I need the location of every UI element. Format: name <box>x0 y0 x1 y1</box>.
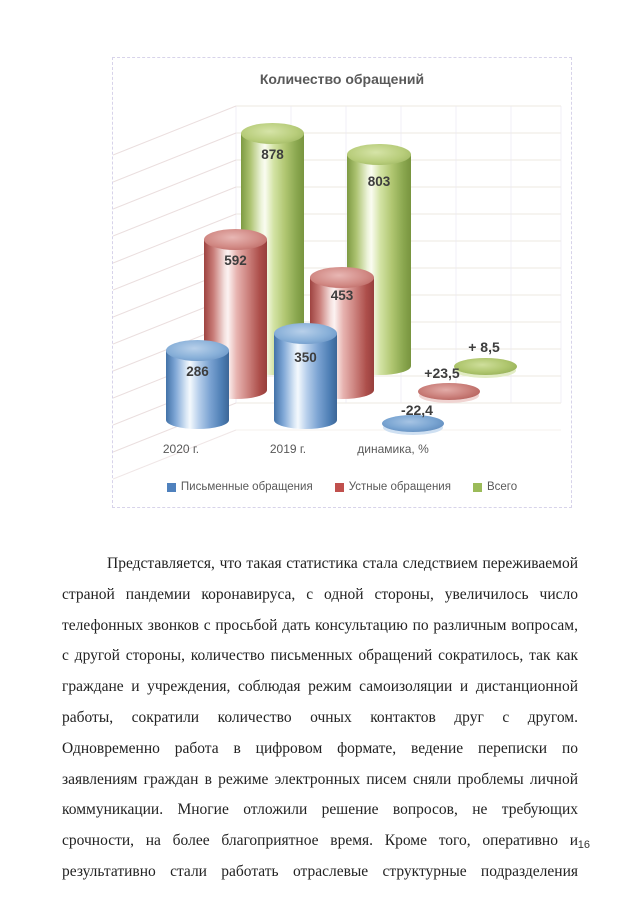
disc-written-dyn <box>382 415 444 432</box>
cylinder-top <box>241 123 304 144</box>
disc-oral-dyn <box>418 383 480 400</box>
bar-value-label: 803 <box>367 174 391 189</box>
bar-written-2020: 286 <box>166 340 229 429</box>
paragraph-line: срочности, на более благоприятное время.… <box>62 832 578 850</box>
paragraph-line: заявлениям граждан в режиме электронных … <box>62 770 578 788</box>
cylinder-body <box>166 350 229 429</box>
chart-legend: Письменные обращения Устные обращения Вс… <box>113 481 571 493</box>
cylinder-top <box>274 323 337 344</box>
paragraph-line: телефонных звонков с просьбой дать консу… <box>62 616 578 634</box>
cylinder-top <box>166 340 229 361</box>
paragraph-line: результативно стали работать отраслевые … <box>62 862 578 880</box>
paragraph-line: граждане и учреждения, соблюдая режим са… <box>62 678 578 696</box>
body-paragraph: Представляется, что такая статистика ста… <box>62 549 578 888</box>
legend-swatch-written-icon <box>166 482 176 492</box>
bar-value-label: 350 <box>294 350 317 365</box>
bar-value-label: 286 <box>186 364 209 379</box>
paragraph-line: страной пандемии коронавируса, с одной с… <box>62 585 578 603</box>
legend-label: Письменные обращения <box>180 481 313 493</box>
paragraph-line: с другой стороны, количество письменных … <box>62 647 578 665</box>
cylinder-body <box>274 333 337 429</box>
category-label-2020: 2020 г. <box>162 442 200 456</box>
disc-value-label: -22,4 <box>401 402 433 418</box>
legend-item-total: Всего <box>472 481 518 493</box>
legend-swatch-total-icon <box>472 482 482 492</box>
legend-label: Устные обращения <box>348 481 451 493</box>
category-label-2019: 2019 г. <box>269 442 307 456</box>
bar-written-2019: 350 <box>274 323 337 429</box>
disc-total-dyn <box>454 358 517 375</box>
bar-value-label: 453 <box>330 288 354 303</box>
category-label-dynamics: динамика, % <box>357 442 429 456</box>
legend-item-oral: Устные обращения <box>334 481 451 493</box>
legend-label: Всего <box>486 481 518 493</box>
bar-value-label: 592 <box>224 253 247 268</box>
chart-title: Количество обращений <box>259 71 425 87</box>
paragraph-line: Одновременно работа в цифровом формате, … <box>62 739 578 757</box>
disc-value-label: +23,5 <box>424 365 460 381</box>
legend-swatch-oral-icon <box>334 482 344 492</box>
cylinder-top <box>347 144 411 165</box>
cylinder-top <box>204 229 267 250</box>
paragraph-line: Представляется, что такая статистика ста… <box>107 555 578 572</box>
disc-value-label: + 8,5 <box>468 339 500 355</box>
cylinder-top <box>310 267 374 288</box>
paragraph-line: коммуникации. Многие отложили решение во… <box>62 801 578 819</box>
legend-item-written: Письменные обращения <box>166 481 313 493</box>
bar-value-label: 878 <box>261 147 284 162</box>
paragraph-line: работы, сократили количество очных конта… <box>62 708 578 726</box>
page-number: 16 <box>577 839 590 851</box>
chart: Количество обращений 878 803 592 453 <box>112 57 572 508</box>
